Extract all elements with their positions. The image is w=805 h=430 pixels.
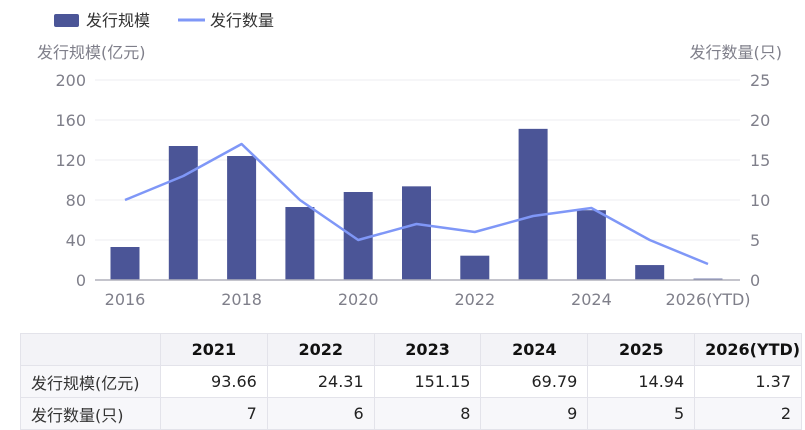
table-header-row: 2021 2022 2023 2024 2025 2026(YTD) [20,333,802,366]
y-tick-label-left: 120 [55,151,86,170]
table-cell: 8 [373,397,482,430]
y-tick-label-left: 40 [66,231,86,250]
table-cell: 14.94 [587,365,696,398]
y-tick-label-left: 200 [55,71,86,90]
x-tick-label: 2020 [338,290,379,309]
bar [285,207,315,280]
legend-label-line: 发行数量 [210,11,274,30]
x-tick-label: 2022 [454,290,495,309]
bar [227,156,257,280]
y-tick-label-right: 15 [750,151,770,170]
table-header-cell [20,333,161,366]
y-tick-label-left: 160 [55,111,86,130]
y-tick-label-right: 10 [750,191,770,210]
x-tick-label: 2016 [105,290,146,309]
table-cell: 69.79 [480,365,589,398]
bar [518,128,548,280]
table-cell: 9 [480,397,589,430]
y-axis-title-right: 发行数量(只) [690,43,783,62]
legend[interactable]: 发行规模 发行数量 [54,11,274,30]
y-tick-label-right: 0 [750,271,760,290]
y-axis-title-left: 发行规模(亿元) [37,43,146,62]
table-row: 发行数量(只) 7 6 8 9 5 2 [20,397,802,430]
table-cell: 5 [587,397,696,430]
y-axis-right: 0 5 10 15 20 25 [750,71,770,290]
y-tick-label-left: 80 [66,191,86,210]
x-tick-label: 2024 [571,290,612,309]
bar [168,146,198,280]
combo-chart: 发行规模 发行数量 发行规模(亿元) 发行数量(只) 0 40 80 120 160 20… [37,11,783,309]
y-tick-label-left: 0 [76,271,86,290]
bar [110,247,140,280]
table-cell: 24.31 [266,365,375,398]
table-cell: 2 [694,397,802,430]
table-header-cell: 2021 [160,333,268,366]
line-path [124,142,709,266]
table-row-label: 发行数量(只) [20,397,161,430]
table-row: 发行规模(亿元) 93.66 24.31 151.15 69.79 14.94 … [20,365,802,398]
legend-label-bar: 发行规模 [86,11,150,30]
bar [402,186,431,280]
y-axis-left: 0 40 80 120 160 200 [55,71,86,290]
y-tick-label-right: 5 [750,231,760,250]
x-axis: 2016 2018 2020 2022 2024 2026(YTD) [95,279,751,309]
y-tick-label-right: 25 [750,71,770,90]
table-cell: 93.66 [160,365,268,398]
line-series [124,142,709,266]
table-cell: 6 [266,397,375,430]
bar [635,265,665,280]
bar [460,255,490,280]
bar-series [110,128,723,280]
table-header-cell: 2026(YTD) [694,333,802,366]
table-header-cell: 2024 [480,333,589,366]
legend-swatch-bar [54,14,79,27]
y-tick-label-right: 20 [750,111,770,130]
table-header-cell: 2025 [587,333,696,366]
x-tick-label: 2026(YTD) [665,290,750,309]
table-cell: 7 [160,397,268,430]
table-header-cell: 2023 [373,333,482,366]
table-cell: 1.37 [694,365,802,398]
table-header-cell: 2022 [266,333,375,366]
bar [576,210,606,280]
data-table: 2021 2022 2023 2024 2025 2026(YTD) 发行规模(… [20,333,802,430]
x-tick-label: 2018 [221,290,262,309]
chart-area: 发行规模 发行数量 发行规模(亿元) 发行数量(只) 0 40 80 120 160 20… [37,11,783,309]
table-row-label: 发行规模(亿元) [20,365,161,398]
table-cell: 151.15 [373,365,482,398]
bar [343,192,373,280]
